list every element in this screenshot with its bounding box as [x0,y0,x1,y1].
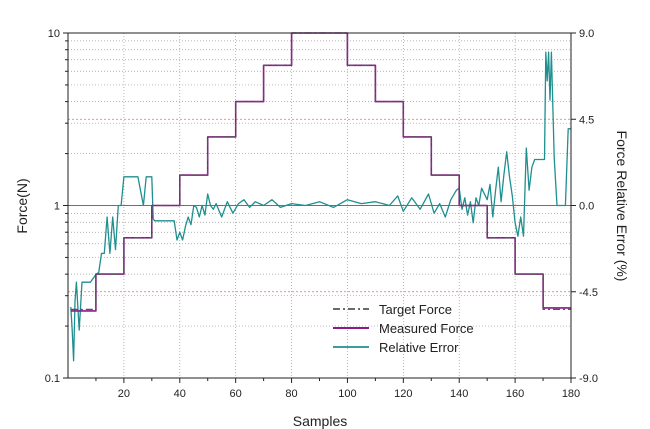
legend-label: Target Force [379,302,452,317]
y-left-tick-label: 1 [54,201,60,213]
y-axis-left-title: Force(N) [14,178,30,233]
y-right-tick-label: 9.0 [579,28,594,40]
reference-lines [68,32,571,293]
legend: Target Force Measured Force Relative Error [333,302,474,355]
x-tick-label: 20 [118,388,130,400]
x-tick-label: 160 [506,388,524,400]
x-tick-label: 100 [338,388,356,400]
legend-label: Measured Force [379,321,474,336]
x-axis-title: Samples [293,413,347,429]
legend-label: Relative Error [379,340,459,355]
x-tick-label: 80 [285,388,297,400]
y-left-tick-label: 0.1 [45,373,60,385]
y-right-tick-label: 0.0 [579,201,594,213]
plot-series [70,32,571,362]
x-tick-label: 140 [450,388,468,400]
ticks: 20 40 60 80 100 120 140 160 180 0.1 1 10 9.0 4.5 0.0 -4… [45,28,598,400]
y-right-tick-label: -9.0 [579,373,598,385]
x-tick-label: 120 [394,388,412,400]
series-line-measured-force [70,32,571,312]
y-axis-right-title: Force Relative Error (%) [614,131,630,282]
y-right-tick-label: -4.5 [579,287,598,299]
series-line-target-force [70,32,571,311]
x-tick-label: 60 [230,388,242,400]
x-tick-label: 40 [174,388,186,400]
y-left-tick-label: 10 [48,28,60,40]
x-tick-label: 180 [562,388,580,400]
series-line-relative-error [70,51,571,362]
y-right-tick-label: 4.5 [579,114,594,126]
